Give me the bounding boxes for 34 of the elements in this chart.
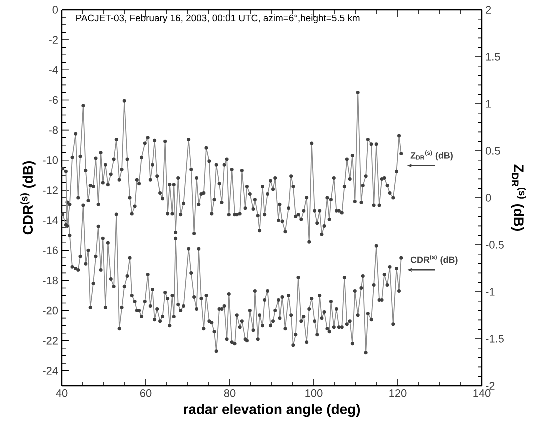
y2-tick-label: 0 (486, 194, 492, 202)
series-label: Z$_{DR}$$^{(s)}$ (dB) (410, 150, 453, 161)
y-tick-label: -12 (43, 186, 58, 194)
x-tick-label: 140 (474, 390, 491, 398)
y-tick-label: -14 (43, 216, 58, 224)
x-axis-title: radar elevation angle (deg) (184, 404, 360, 418)
x-tick-label: 80 (224, 390, 236, 398)
x-tick-label: 40 (56, 390, 68, 398)
y-tick-label: -24 (43, 367, 58, 375)
y-tick-label: -18 (43, 276, 58, 285)
y2-tick-label: -2 (486, 382, 495, 390)
x-tick-label: 100 (306, 390, 323, 398)
y-tick-label: -8 (49, 126, 58, 134)
y2-tick-label: 0.5 (486, 147, 500, 155)
y-tick-label: -20 (43, 306, 58, 315)
y-tick-label: -22 (43, 337, 58, 345)
y2-axis-title: Z$_{DR}$$^{(s)}$ (dB) (511, 164, 526, 231)
y-tick-label: 0 (52, 6, 58, 14)
y2-tick-label: -1.5 (486, 335, 504, 343)
series-label: CDR$^{(s)}$ (dB) (410, 254, 458, 265)
y2-tick-label: 2 (486, 6, 492, 14)
y-tick-label: -10 (43, 156, 58, 164)
y-tick-label: -6 (49, 96, 58, 104)
y-tick-label: -2 (49, 36, 58, 44)
y-tick-label: -4 (49, 66, 58, 74)
y2-tick-label: -0.5 (486, 241, 504, 249)
x-tick-label: 120 (390, 390, 407, 398)
chart-title: PACJET-03, February 16, 2003, 00:01 UTC, azim=6°,height=5.5 km (76, 14, 360, 24)
y2-tick-label: 1.5 (486, 53, 500, 61)
x-tick-label: 60 (140, 390, 152, 398)
y-axis-title: CDR$^{(s)}$ (dB) (20, 161, 36, 235)
y2-tick-label: -1 (486, 288, 495, 296)
y-tick-label: -16 (43, 246, 58, 255)
y2-tick-label: 1 (486, 100, 492, 108)
